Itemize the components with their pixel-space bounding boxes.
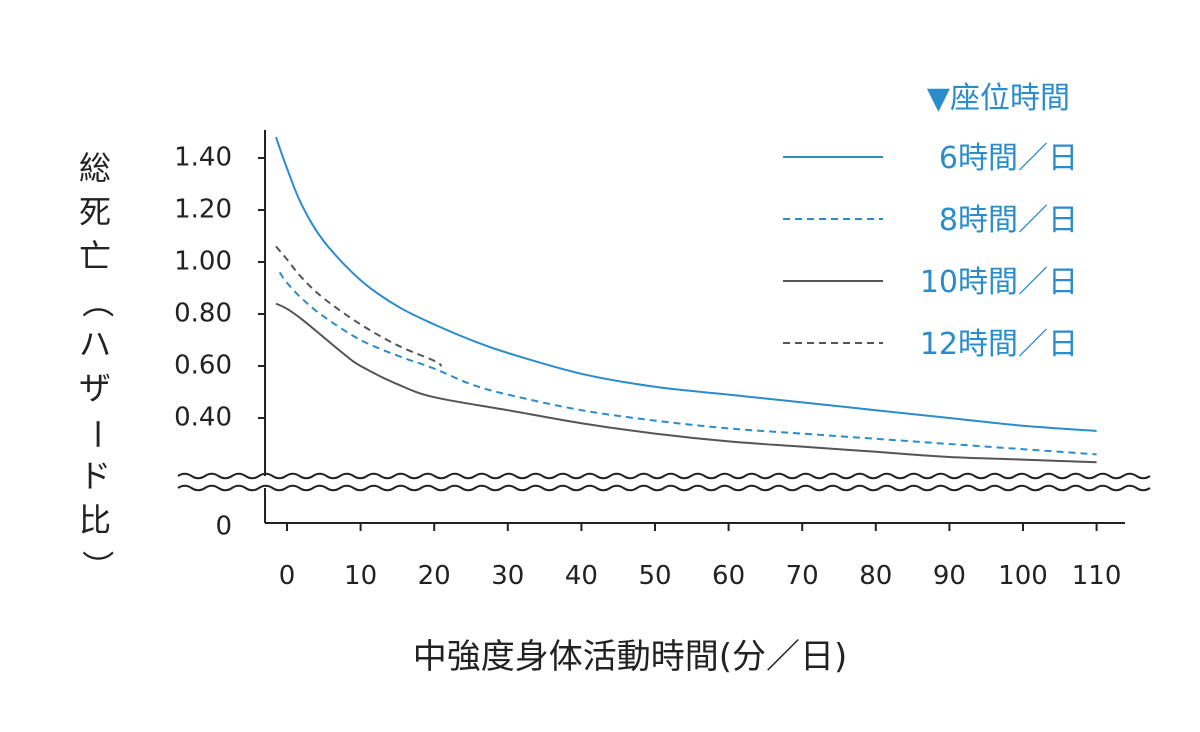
series-line: [275, 245, 443, 367]
y-axis-label-char: 総: [79, 149, 111, 187]
x-tick-label: 70: [786, 561, 819, 591]
y-axis-ticks: 1.40 1.20 1.00 0.80 0.60 0.40 0: [174, 143, 265, 542]
axis-break-wave: [177, 484, 1151, 492]
x-tick-label: 40: [565, 561, 598, 591]
series-line: [275, 302, 1097, 464]
y-tick-label: 0.60: [174, 351, 232, 381]
x-tick-label: 0: [279, 561, 296, 591]
legend-label: 6時間／日: [939, 141, 1078, 176]
x-tick-label: 80: [859, 561, 892, 591]
y-tick-label: 0.40: [174, 403, 232, 433]
y-tick-label: 1.20: [174, 195, 232, 225]
legend: ▼座位時間 6時間／日 8時間／日 10時間／日 12時間／日: [783, 81, 1078, 362]
y-tick-label: 1.00: [174, 247, 232, 277]
y-axis-label-char: （: [78, 286, 116, 318]
x-tick-label: 30: [491, 561, 524, 591]
x-tick-label: 20: [418, 561, 451, 591]
legend-label: 10時間／日: [920, 265, 1078, 300]
x-tick-label: 90: [933, 561, 966, 591]
y-axis-label-char: ザ: [79, 369, 111, 407]
y-tick-label: 0.80: [174, 299, 232, 329]
y-axis-label-char: ー: [78, 418, 116, 450]
x-axis-ticks: 0 10 20 30 40 50 60 70 80 90 100 110: [279, 523, 1122, 591]
axis-break: [177, 472, 1151, 492]
x-tick-label: 50: [638, 561, 671, 591]
y-axis-label-char: 死: [79, 193, 111, 231]
y-axis-label-char: ）: [78, 550, 116, 582]
y-tick-label-zero: 0: [215, 512, 232, 542]
x-tick-label: 10: [344, 561, 377, 591]
axes: [264, 130, 1125, 524]
y-tick-label: 1.40: [174, 143, 232, 173]
series-line: [275, 136, 1097, 432]
legend-label: 8時間／日: [939, 203, 1078, 238]
y-axis-label-char: 比: [79, 501, 111, 539]
x-tick-label: 110: [1072, 561, 1122, 591]
axis-break-wave: [177, 472, 1151, 480]
x-tick-label: 60: [712, 561, 745, 591]
y-axis-label-char: 亡: [79, 237, 111, 275]
series-lines: [275, 136, 1097, 464]
legend-label: 12時間／日: [920, 327, 1078, 362]
legend-title: ▼座位時間: [927, 81, 1070, 116]
x-tick-label: 100: [998, 561, 1048, 591]
y-axis-label-char: ド: [79, 457, 111, 495]
x-axis-label: 中強度身体活動時間(分／日): [413, 637, 848, 677]
y-axis-label-char: ハ: [79, 325, 111, 363]
